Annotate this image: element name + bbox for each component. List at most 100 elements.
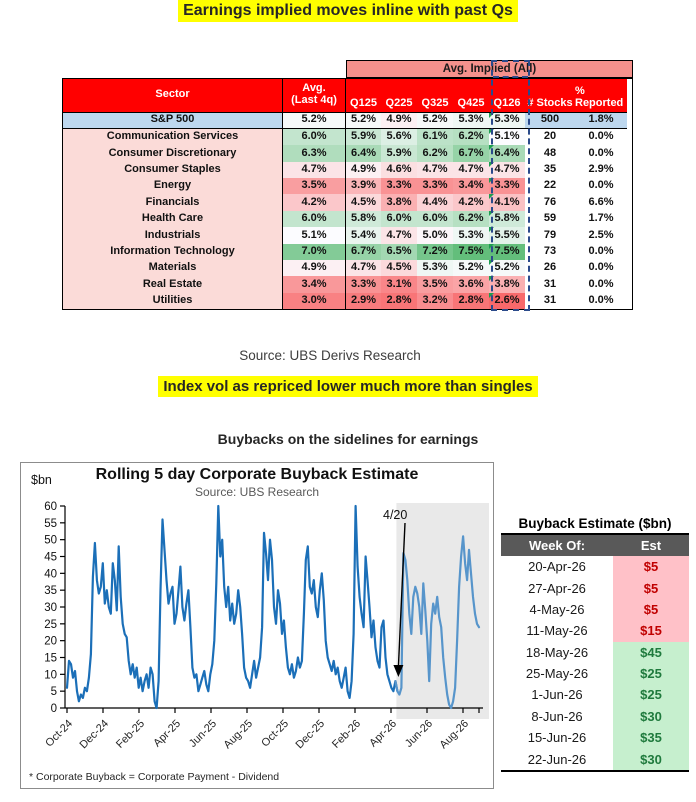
svg-text:Dec-24: Dec-24 [78,718,112,752]
avg-last4q-cell: 3.0% [282,292,345,310]
q-value-cell: 5.9% [345,128,381,146]
q-value-cell: 3.8% [489,276,525,293]
pct-reported-cell: 0.0% [575,276,627,293]
q-value-cell: 5.3% [453,227,489,244]
avg-last4q-cell: 4.2% [282,194,345,211]
q-value-cell: 6.7% [345,243,381,261]
q-value-cell: 5.0% [417,227,453,244]
estimate-cell: $30 [613,705,689,727]
q-value-cell: 3.3% [417,178,453,195]
svg-text:5: 5 [51,686,57,698]
stocks-count-cell: 20 [525,128,575,146]
buyback-row: 20-Apr-26 $5 [501,556,689,578]
cell-flag-icon [489,145,494,151]
week-of-cell: 1-Jun-26 [501,684,613,706]
svg-text:15: 15 [44,653,57,665]
avg-last4q-cell: 5.1% [282,227,345,244]
svg-text:40: 40 [44,568,57,580]
estimate-cell: $30 [613,748,689,770]
buyback-row: 27-Apr-26 $5 [501,577,689,599]
pct-reported-cell: 0.0% [575,292,627,310]
buyback-row: 25-May-26 $25 [501,662,689,685]
section-title-index-vol: Index vol as repriced lower much more th… [0,376,696,397]
avg-last4q-cell: 5.2% [282,112,345,129]
avg-last4q-cell: 6.3% [282,145,345,162]
q-value-cell: 7.5% [453,243,489,261]
stocks-count-cell: 31 [525,276,575,293]
pct-reported-cell: 0.0% [575,260,627,277]
svg-text:Oct-24: Oct-24 [43,718,75,750]
pct-reported-cell: 6.6% [575,194,627,211]
col-header-q225: Q225 [381,78,417,113]
svg-text:Feb-25: Feb-25 [114,718,147,751]
buyback-row: 11-May-26 $15 [501,620,689,642]
chart-title: Rolling 5 day Corporate Buyback Estimate [95,466,419,483]
q-value-cell: 5.6% [381,128,417,146]
svg-text:0: 0 [51,703,57,715]
svg-text:45: 45 [44,552,57,564]
q-value-cell: 5.2% [453,260,489,277]
q-value-cell: 4.2% [453,194,489,211]
estimate-cell: $35 [613,727,689,749]
series-line [65,504,399,710]
q-value-cell: 3.1% [381,276,417,293]
stocks-count-cell: 59 [525,210,575,228]
col-header-avg: Avg. (Last 4q) [282,78,345,113]
stocks-count-cell: 76 [525,194,575,211]
col-header-q325: Q325 [417,78,453,113]
buyback-chart-container: 0 5 10 15 20 25 30 35 40 45 50 55 60 Oct-24 Dec-24 Feb-… [20,462,494,789]
avg-last4q-cell: 6.0% [282,128,345,146]
cell-flag-icon [489,178,494,184]
q-value-cell: 6.1% [417,128,453,146]
estimate-cell: $25 [613,684,689,706]
buyback-row: 8-Jun-26 $30 [501,705,689,727]
col-header-q126: Q126 [489,78,525,113]
stocks-count-cell: 31 [525,292,575,310]
sector-cell: Consumer Staples [63,161,282,179]
q-value-cell: 3.6% [453,276,489,293]
q-value-cell: 4.7% [381,227,417,244]
q-value-cell: 3.2% [417,292,453,310]
estimate-cell: $15 [613,620,689,642]
week-of-cell: 8-Jun-26 [501,705,613,727]
estimate-cell: $5 [613,556,689,578]
pct-reported-cell: 0.0% [575,178,627,195]
svg-text:35: 35 [44,585,57,597]
svg-text:Jun-26: Jun-26 [403,718,435,750]
q-value-cell: 6.7% [453,145,489,162]
sector-cell: Industrials [63,227,282,244]
week-of-cell: 27-Apr-26 [501,577,613,599]
q-value-cell: 3.3% [489,178,525,195]
sector-cell: Information Technology [63,243,282,261]
q-value-cell: 3.5% [417,276,453,293]
cell-flag-icon [489,227,494,233]
col-header-q125: Q125 [345,78,381,113]
stocks-count-cell: 500 [525,112,575,129]
week-of-cell: 25-May-26 [501,662,613,685]
sector-cell: Health Care [63,210,282,228]
q-value-cell: 6.4% [489,145,525,162]
q-value-cell: 7.5% [489,243,525,261]
svg-text:Aug-26: Aug-26 [438,718,472,752]
q-value-cell: 2.8% [453,292,489,310]
q-value-cell: 5.1% [489,128,525,146]
avg-last4q-cell: 6.0% [282,210,345,228]
highlighted-title: Earnings implied moves inline with past … [178,0,518,22]
week-of-cell: 4-May-26 [501,598,613,621]
sector-cell: Financials [63,194,282,211]
q-value-cell: 4.7% [417,161,453,179]
week-of-cell: 18-May-26 [501,641,613,663]
date-annotation-label: 4/20 [383,508,408,522]
q-value-cell: 4.7% [489,161,525,179]
chart-footnote: * Corporate Buyback = Corporate Payment … [29,771,280,783]
buyback-row: 1-Jun-26 $25 [501,684,689,706]
q-value-cell: 5.8% [345,210,381,228]
svg-text:30: 30 [44,602,57,614]
q-value-cell: 4.9% [345,161,381,179]
week-of-cell: 15-Jun-26 [501,727,613,749]
q-value-cell: 4.4% [417,194,453,211]
q-value-cell: 3.9% [345,178,381,195]
highlighted-subtitle: Index vol as repriced lower much more th… [158,376,538,397]
pct-reported-cell: 2.9% [575,161,627,179]
